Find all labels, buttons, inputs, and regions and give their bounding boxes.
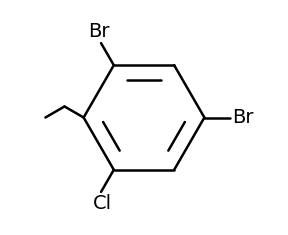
Text: Br: Br: [232, 108, 254, 127]
Text: Br: Br: [88, 22, 109, 41]
Text: Cl: Cl: [93, 194, 112, 213]
